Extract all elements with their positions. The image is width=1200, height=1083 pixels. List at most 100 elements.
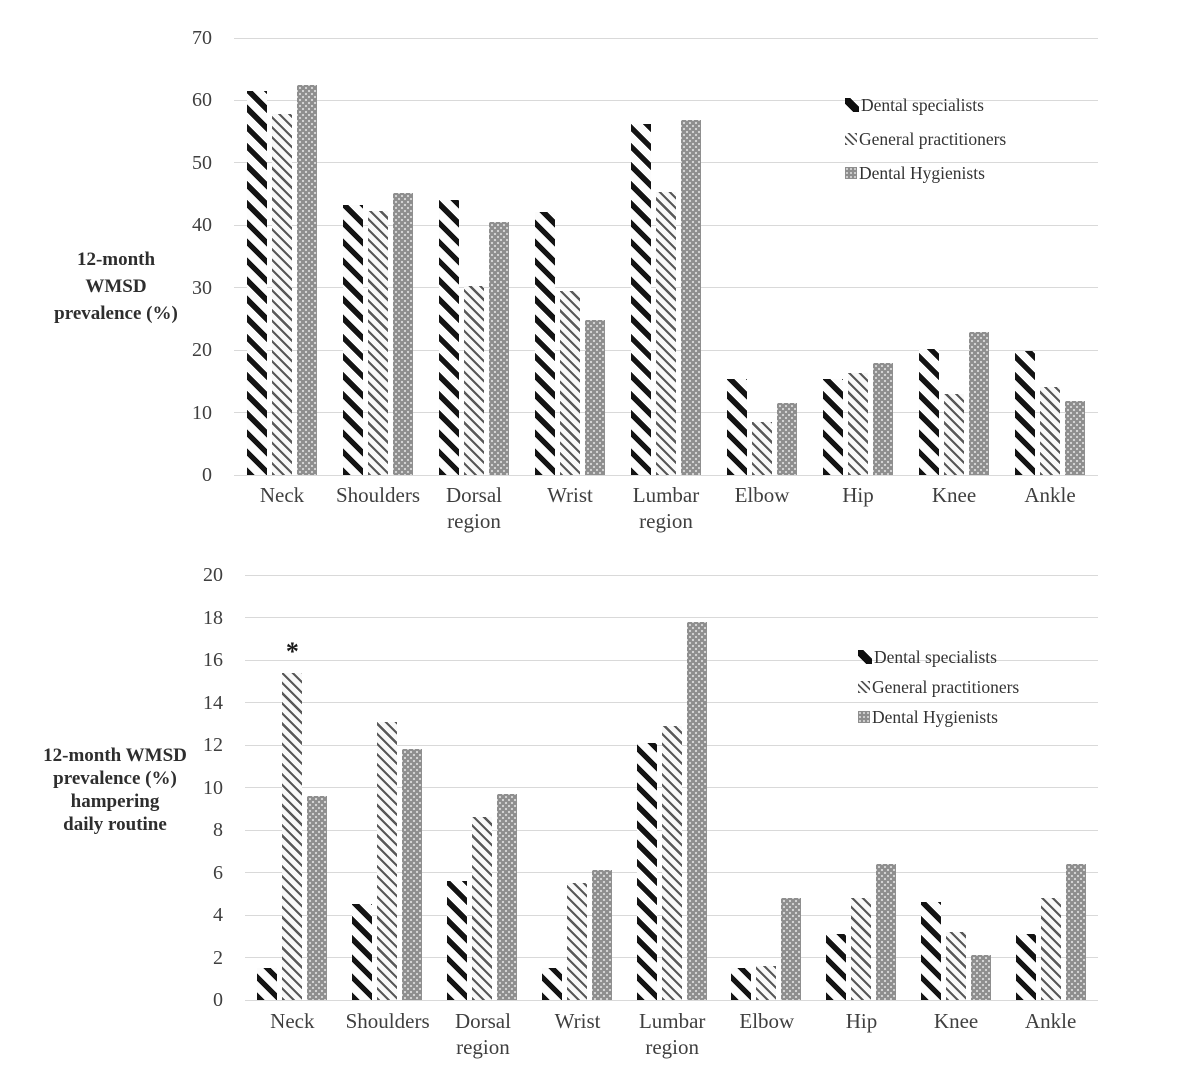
y-axis-title: 12-month WMSD prevalence (%) hampering d… [12, 744, 218, 836]
gridline [234, 99, 1098, 101]
bar-groups [234, 38, 1098, 475]
bar-group-ankle [1002, 38, 1098, 475]
bar-dental-specialists-lumbar-region [631, 124, 651, 475]
x-category-label-shoulders: Shoulders [336, 483, 420, 507]
x-category-label-shoulders: Shoulders [345, 1009, 430, 1033]
bar-dental-hygienists-wrist [591, 870, 612, 1000]
y-axis-title-line: 12-month [76, 249, 156, 270]
y-tick-label: 12 [203, 734, 223, 756]
x-category-label-dorsal-region: Dorsal region [454, 1009, 511, 1059]
x-category-label-hip: Hip [842, 483, 874, 507]
y-tick-label: 8 [213, 819, 223, 841]
y-axis-title: 12-month WMSD prevalence (%) [18, 246, 214, 327]
bar-group-lumbar-region [618, 38, 714, 475]
bar-group-neck [234, 38, 330, 475]
bar-general-practitioners-hip [848, 373, 868, 475]
y-tick-label: 0 [213, 989, 223, 1011]
general-practitioners-swatch-icon [845, 133, 857, 145]
bar-group-wrist [522, 38, 618, 475]
bar-dental-specialists-hip [823, 378, 843, 475]
y-axis-title-line: prevalence (%) [53, 768, 177, 789]
y-tick-label: 40 [192, 214, 212, 237]
legend-item-dental-hygienists: Dental Hygienists [845, 162, 1006, 184]
bar-group-neck [245, 575, 340, 1000]
y-tick-label: 50 [192, 151, 212, 174]
bar-general-practitioners-neck [282, 672, 303, 1000]
x-category-label-lumbar-region: Lumbar region [632, 483, 700, 533]
bar-dental-specialists-knee [919, 348, 939, 475]
legend-item-dental-specialists: Dental specialists [845, 94, 1006, 116]
gridline [234, 162, 1098, 164]
legend: Dental specialists General practitioners… [845, 94, 1006, 196]
bar-general-practitioners-neck [272, 113, 292, 475]
bar-general-practitioners-knee [944, 393, 964, 475]
bar-group-wrist [529, 575, 624, 1000]
x-category-label-ankle: Ankle [1024, 483, 1076, 507]
significance-asterisk: * [285, 637, 299, 667]
gridline [245, 574, 1098, 576]
bar-general-practitioners-shoulders [368, 210, 388, 475]
bar-group-dorsal-region [426, 38, 522, 475]
legend-item-general-practitioners: General practitioners [845, 128, 1006, 150]
bar-group-shoulders [330, 38, 426, 475]
bar-dental-hygienists-hip [876, 864, 897, 1000]
bar-dental-specialists-dorsal-region [446, 881, 467, 1000]
bar-general-practitioners-ankle [1040, 898, 1061, 1000]
bar-dental-specialists-wrist [535, 212, 555, 475]
bar-dental-specialists-hip [826, 934, 847, 1000]
y-tick-label: 20 [203, 564, 223, 586]
gridline [245, 702, 1098, 703]
dental-hygienists-swatch-icon [858, 711, 870, 723]
plot-area [234, 37, 1098, 476]
x-category-label-knee: Knee [931, 483, 977, 507]
bar-dental-specialists-elbow [731, 968, 752, 1000]
y-tick-label: 0 [202, 464, 212, 486]
x-category-label-elbow: Elbow [734, 483, 790, 507]
bar-general-practitioners-elbow [752, 421, 772, 475]
legend: Dental specialists General practitioners… [858, 646, 1019, 736]
gridline [245, 617, 1098, 618]
x-category-label-neck: Neck [259, 483, 305, 507]
y-axis-title-line: prevalence (%) [54, 303, 178, 324]
bar-dental-hygienists-ankle [1065, 400, 1085, 475]
bar-general-practitioners-wrist [560, 291, 580, 475]
bar-dental-specialists-lumbar-region [636, 742, 657, 1000]
x-category-label-lumbar-region: Lumbar region [638, 1009, 706, 1059]
gridline [245, 999, 1098, 1001]
bar-general-practitioners-dorsal-region [471, 817, 492, 1000]
bar-dental-hygienists-dorsal-region [489, 222, 509, 475]
bar-dental-hygienists-knee [970, 955, 991, 1000]
bar-dental-hygienists-lumbar-region [681, 120, 701, 475]
bar-group-elbow [719, 575, 814, 1000]
y-tick-label: 10 [203, 776, 223, 799]
legend-label: General practitioners [859, 128, 1007, 149]
x-category-label-wrist: Wrist [547, 483, 593, 507]
general-practitioners-swatch-icon [858, 681, 870, 693]
dental-specialists-swatch-icon [858, 650, 872, 664]
dental-hygienists-swatch-icon [845, 167, 857, 179]
gridline [245, 659, 1098, 661]
bar-general-practitioners-wrist [566, 883, 587, 1000]
bar-general-practitioners-lumbar-region [661, 725, 682, 1000]
bar-general-practitioners-shoulders [377, 721, 398, 1000]
bar-dental-specialists-elbow [727, 379, 747, 475]
bar-general-practitioners-knee [945, 932, 966, 1000]
bar-group-ankle [1003, 575, 1098, 1000]
legend-item-dental-specialists: Dental specialists [858, 646, 1019, 668]
y-axis-title-line: daily routine [63, 814, 167, 835]
bar-dental-hygienists-knee [969, 332, 989, 475]
bar-dental-hygienists-lumbar-region [686, 621, 707, 1000]
bar-dental-specialists-ankle [1015, 351, 1035, 475]
x-axis-labels: Neck Shoulders Dorsal region Wrist Lumbar re… [245, 1008, 1098, 1060]
plot-area: * [245, 574, 1098, 1001]
y-tick-label: 14 [203, 691, 223, 714]
x-category-label-elbow: Elbow [739, 1009, 795, 1033]
y-axis-title-line: WMSD [85, 276, 147, 297]
y-tick-label: 20 [192, 339, 212, 362]
bar-groups [245, 575, 1098, 1000]
bar-dental-hygienists-neck [297, 84, 317, 475]
bar-group-shoulders [340, 575, 435, 1000]
x-category-label-hip: Hip [845, 1009, 878, 1033]
gridline [234, 474, 1098, 476]
